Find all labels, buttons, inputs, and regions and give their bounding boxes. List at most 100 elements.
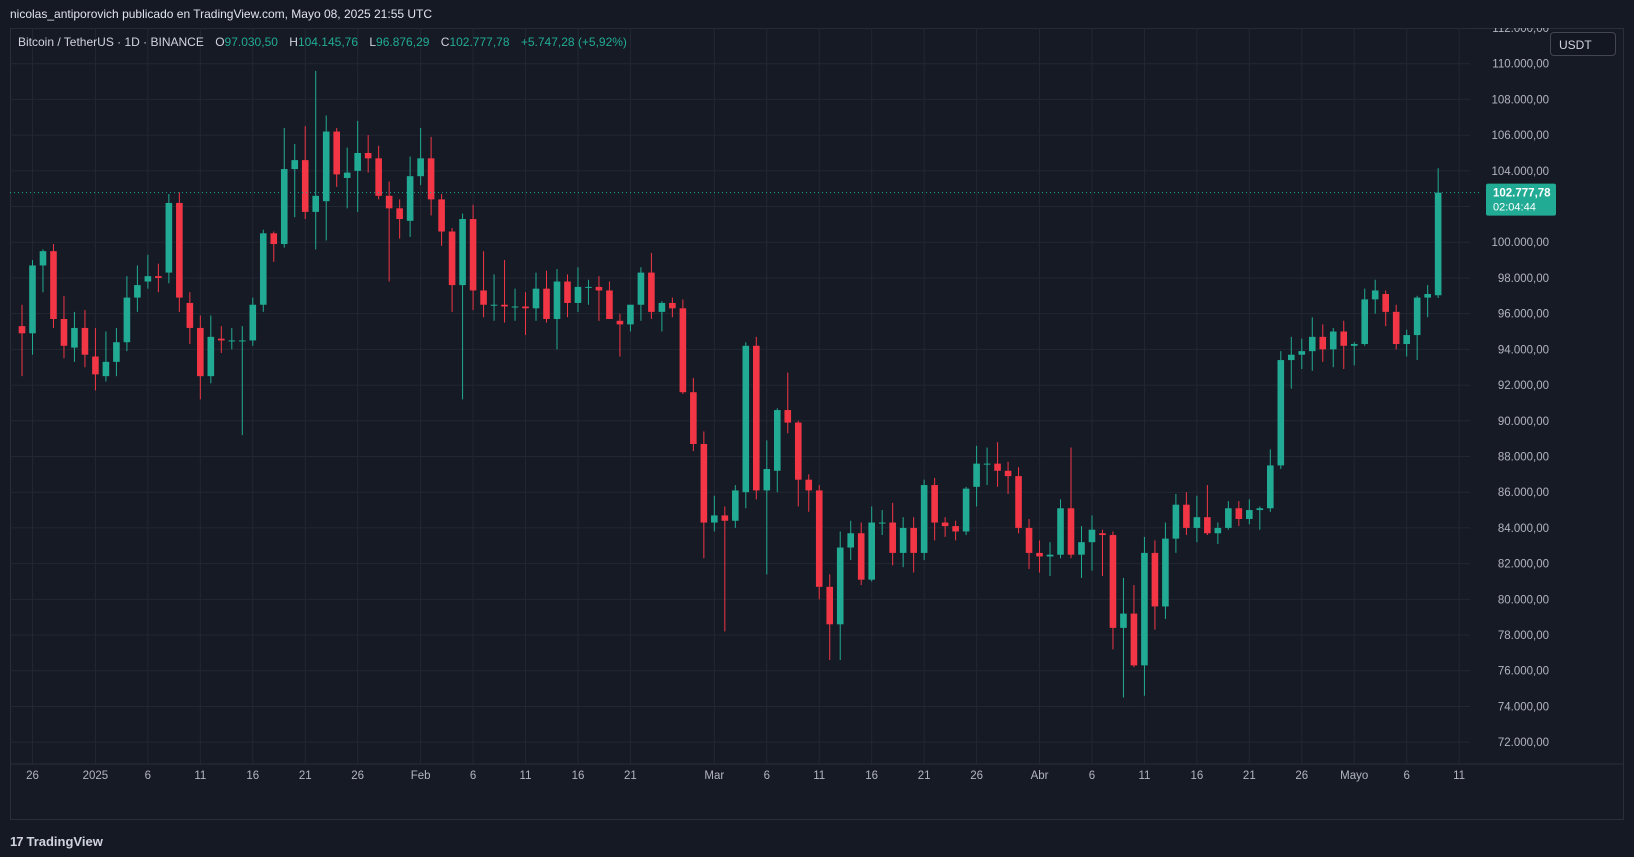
- symbol-name[interactable]: Bitcoin / TetherUS · 1D · BINANCE: [18, 35, 204, 49]
- candle-body-down: [805, 479, 813, 491]
- currency-button[interactable]: USDT: [1550, 32, 1616, 56]
- candle-body-down: [700, 443, 708, 523]
- candle-body-down: [186, 302, 194, 328]
- candle-body-up: [1277, 360, 1285, 466]
- tradingview-mark-icon: 17: [10, 834, 24, 849]
- brand-name: TradingView: [26, 834, 103, 849]
- price-axis-label: 72.000,00: [1498, 737, 1549, 749]
- time-axis-label: 21: [299, 770, 312, 782]
- candle-body-down: [301, 160, 309, 212]
- candle-body-up: [249, 304, 257, 341]
- time-axis-label: Abr: [1031, 770, 1049, 782]
- time-axis-label: Mayo: [1340, 770, 1368, 782]
- candle-body-down: [155, 276, 162, 278]
- candle-body-up: [553, 281, 561, 320]
- candle-body-down: [669, 302, 676, 309]
- time-axis-label: Mar: [704, 770, 724, 782]
- time-axis-label: 26: [970, 770, 983, 782]
- price-axis-label: 108.000,00: [1491, 94, 1549, 106]
- time-axis-label: 11: [1138, 770, 1150, 782]
- candle-body-down: [50, 251, 57, 320]
- candle-body-down: [1204, 517, 1211, 534]
- candle-body-down: [1004, 470, 1012, 477]
- price-axis-label: 100.000,00: [1491, 237, 1549, 249]
- last-price-badge: [1486, 183, 1556, 216]
- published-text: nicolas_antiporovich publicado en Tradin…: [10, 7, 433, 21]
- candle-body-down: [60, 319, 68, 346]
- time-axis-label: Feb: [411, 770, 431, 782]
- candle-body-down: [92, 356, 99, 375]
- candle-body-down: [1382, 294, 1389, 312]
- candle-body-up: [1120, 613, 1127, 628]
- candle-body-down: [543, 288, 550, 320]
- candle-body-up: [574, 286, 582, 303]
- candle-body-down: [794, 422, 802, 480]
- candle-body-up: [868, 522, 875, 580]
- candle-body-down: [176, 202, 183, 298]
- candle-body-down: [815, 490, 823, 587]
- candle-body-up: [1403, 335, 1410, 345]
- candle-body-down: [564, 281, 571, 303]
- candle-body-down: [595, 286, 603, 291]
- change-value: +5.747,28 (+5,92%): [520, 35, 627, 49]
- price-axis-label: 80.000,00: [1498, 594, 1549, 606]
- time-axis-label: 16: [1190, 770, 1203, 782]
- candle-body-down: [1183, 504, 1190, 528]
- candle-body-up: [280, 169, 288, 245]
- candle-body-up: [658, 302, 666, 312]
- candle-body-down: [218, 338, 225, 341]
- candle-body-down: [427, 158, 435, 200]
- candle-body-down: [1340, 331, 1348, 346]
- candle-body-down: [385, 195, 393, 209]
- open-value: 97.030,50: [224, 35, 278, 49]
- candle-body-up: [354, 152, 361, 171]
- time-axis-label: 11: [194, 770, 206, 782]
- price-axis-label: 104.000,00: [1491, 166, 1549, 178]
- candle-body-up: [291, 160, 299, 170]
- candle-body-down: [1025, 527, 1033, 553]
- close-label: C: [440, 35, 450, 49]
- candle-body-up: [1298, 351, 1306, 355]
- candle-body-down: [1036, 552, 1043, 557]
- candle-body-up: [406, 176, 414, 221]
- candle-body-up: [511, 306, 519, 308]
- candle-body-up: [1413, 297, 1421, 336]
- candle-body-down: [522, 306, 529, 309]
- candle-body-up: [29, 265, 36, 334]
- time-axis-label: 21: [624, 770, 637, 782]
- time-axis-label: 26: [1295, 770, 1308, 782]
- candle-body-up: [1088, 529, 1096, 543]
- price-chart[interactable]: 72.000,00 74.000,00 76.000,00 78.000,00 80.0…: [10, 28, 1624, 820]
- footer: 17 TradingView: [0, 828, 1634, 857]
- price-axis-label: 92.000,00: [1498, 380, 1549, 392]
- time-axis-label: 16: [865, 770, 878, 782]
- candle-body-down: [270, 233, 278, 245]
- tradingview-logo[interactable]: 17 TradingView: [10, 834, 103, 849]
- candle-body-down: [364, 152, 372, 159]
- price-axis-label: 82.000,00: [1498, 559, 1549, 571]
- candle-body-down: [501, 304, 508, 307]
- candle-body-down: [1235, 508, 1243, 519]
- price-axis-label: 90.000,00: [1498, 416, 1549, 428]
- candle-body-down: [1151, 552, 1159, 607]
- chart-frame: [10, 28, 1624, 820]
- time-axis-label: 16: [246, 770, 259, 782]
- time-axis-label: 11: [813, 770, 825, 782]
- candle-body-up: [732, 490, 739, 521]
- candle-body-down: [1109, 535, 1117, 628]
- candle-body-down: [469, 219, 477, 291]
- high-value: 104.145,76: [297, 35, 358, 49]
- price-axis-label: 96.000,00: [1498, 309, 1549, 321]
- candle-body-up: [1172, 504, 1180, 539]
- candle-body-up: [1046, 554, 1054, 557]
- candle-body-down: [679, 308, 687, 393]
- price-axis-label: 74.000,00: [1498, 701, 1549, 713]
- candle-body-up: [1078, 542, 1085, 555]
- price-axis-label: 98.000,00: [1498, 273, 1549, 285]
- close-value: 102.777,78: [449, 35, 510, 49]
- candle-body-down: [784, 410, 792, 423]
- candle-body-up: [899, 527, 907, 553]
- candle-body-up: [637, 272, 645, 305]
- price-axis-label: 94.000,00: [1498, 344, 1549, 356]
- candle-body-up: [1267, 465, 1274, 509]
